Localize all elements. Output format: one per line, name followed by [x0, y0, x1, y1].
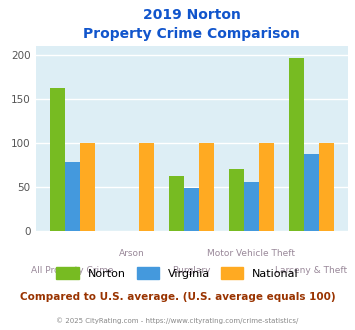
- Text: © 2025 CityRating.com - https://www.cityrating.com/crime-statistics/: © 2025 CityRating.com - https://www.city…: [56, 318, 299, 324]
- Title: 2019 Norton
Property Crime Comparison: 2019 Norton Property Crime Comparison: [83, 9, 300, 41]
- Bar: [140, 143, 154, 231]
- Text: Motor Vehicle Theft: Motor Vehicle Theft: [207, 249, 295, 258]
- Text: Larceny & Theft: Larceny & Theft: [275, 266, 347, 275]
- Bar: [304, 154, 319, 231]
- Bar: [184, 188, 199, 231]
- Bar: [65, 162, 80, 231]
- Text: Arson: Arson: [119, 249, 145, 258]
- Bar: [319, 143, 334, 231]
- Bar: [199, 143, 214, 231]
- Text: Burglary: Burglary: [173, 266, 211, 275]
- Bar: [80, 143, 94, 231]
- Bar: [259, 143, 274, 231]
- Bar: [50, 87, 65, 231]
- Legend: Norton, Virginia, National: Norton, Virginia, National: [52, 263, 303, 283]
- Bar: [229, 169, 244, 231]
- Bar: [244, 182, 259, 231]
- Text: All Property Crime: All Property Crime: [31, 266, 113, 275]
- Bar: [169, 177, 184, 231]
- Text: Compared to U.S. average. (U.S. average equals 100): Compared to U.S. average. (U.S. average …: [20, 292, 335, 302]
- Bar: [289, 58, 304, 231]
